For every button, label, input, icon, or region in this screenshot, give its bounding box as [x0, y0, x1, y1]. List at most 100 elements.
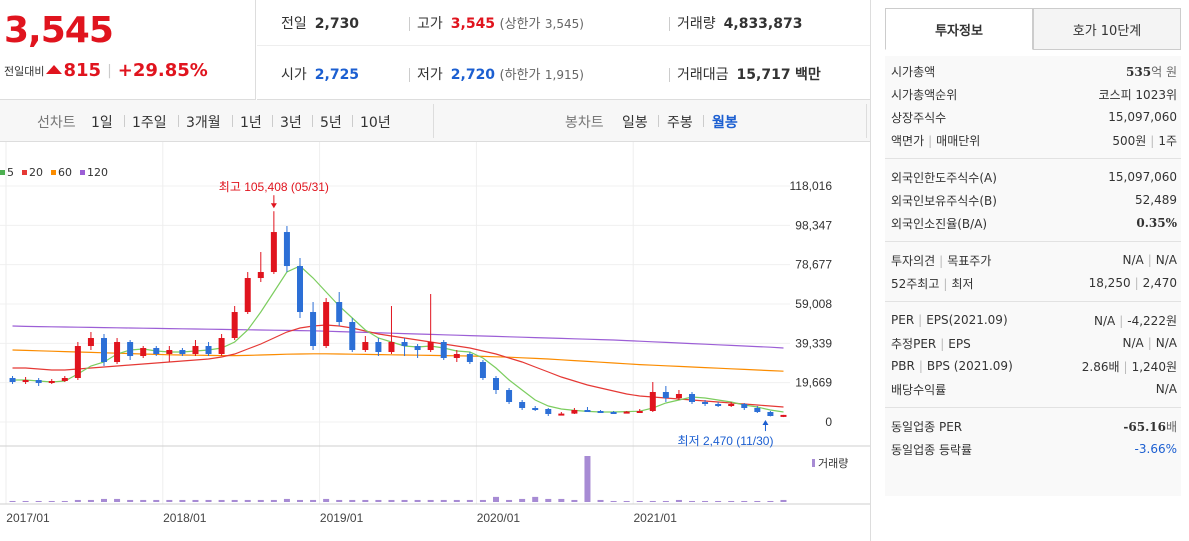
info-label: 외국인보유주식수(B) — [891, 193, 997, 208]
day-low: 저가 2,720 (하한가 1,915) — [417, 67, 584, 83]
info-value: -65.16배 — [1123, 418, 1177, 435]
candle-body — [597, 411, 604, 414]
volume-bar — [427, 499, 434, 502]
volume-bar — [244, 499, 251, 502]
range-1d[interactable]: 1일 — [91, 115, 113, 131]
volume-bar — [506, 499, 513, 502]
range-3m[interactable]: 3개월 — [186, 115, 221, 131]
info-sublabel: 최저 — [951, 276, 974, 291]
info-label: PER | EPS(2021.09) — [891, 313, 1008, 327]
info-label: 외국인소진율(B/A) — [891, 216, 988, 231]
candle-body — [231, 312, 238, 339]
info-value: 18,250 | 2,470 — [1088, 276, 1177, 290]
candle-body — [702, 402, 709, 405]
y-tick-label: 78,677 — [795, 258, 832, 272]
range-5y[interactable]: 5년 — [320, 115, 342, 131]
candle-body — [440, 342, 447, 359]
info-row: 액면가 | 매매단위 500원 | 1주 — [885, 129, 1181, 151]
tab-investment-info[interactable]: 투자정보 — [885, 8, 1033, 50]
candle-weekly[interactable]: 주봉 — [667, 115, 693, 131]
candle-body — [349, 322, 356, 351]
volume-bar — [532, 496, 539, 502]
candle-body — [649, 392, 656, 412]
candle-body — [74, 346, 81, 379]
divider — [312, 115, 313, 127]
info-value: 코스피 1023위 — [1098, 87, 1177, 102]
candle-body — [571, 410, 578, 414]
y-tick-label: 0 — [825, 415, 832, 429]
divider: | — [918, 313, 923, 327]
x-tick-label: 2019/01 — [320, 511, 364, 525]
investment-panel: 투자정보 호가 10단계 시가총액 535억 원 시가총액순위 코스피 1023위 상장… — [870, 0, 1189, 541]
volume-bar — [349, 499, 356, 502]
legend-ma60: 60 — [51, 166, 72, 179]
info-label: 동일업종 등락률 — [891, 442, 973, 457]
divider — [658, 115, 659, 127]
range-3y[interactable]: 3년 — [280, 115, 302, 131]
range-1w[interactable]: 1주일 — [132, 115, 167, 131]
range-10y[interactable]: 10년 — [360, 115, 391, 131]
section-divider — [885, 407, 1181, 408]
info-sublabel: EPS(2021.09) — [926, 313, 1008, 327]
volume-bar — [610, 500, 617, 502]
info-value: 15,097,060 — [1108, 110, 1177, 124]
volume-bar — [479, 499, 486, 502]
info-value: N/A — [1155, 382, 1177, 396]
divider: | — [1123, 359, 1128, 374]
candle-body — [153, 348, 160, 355]
info-label: 52주최고 | 최저 — [891, 276, 974, 291]
y-tick-label: 39,339 — [795, 336, 832, 350]
volume-bar — [257, 499, 264, 502]
volume-bar — [140, 499, 147, 502]
legend-ma5: 5 — [0, 166, 14, 179]
range-1y[interactable]: 1년 — [240, 115, 262, 131]
volume-bar — [649, 500, 656, 502]
volume-bar — [192, 499, 199, 502]
volume-bar — [114, 498, 121, 502]
volume-bar — [401, 499, 408, 502]
volume-bar — [270, 499, 277, 502]
candle-body — [584, 410, 591, 413]
divider: | — [1134, 276, 1139, 290]
tab-order-book[interactable]: 호가 10단계 — [1033, 8, 1181, 50]
candle-body — [48, 381, 55, 384]
price-chart[interactable]: 118,016 98,347 78,677 59,008 39,339 19,669 0 20… — [0, 142, 870, 541]
info-sublabel: BPS (2021.09) — [926, 359, 1013, 373]
y-tick-label: 98,347 — [795, 218, 832, 232]
volume-bar — [74, 499, 81, 502]
chart-toolbar: 선차트 1일 1주일 3개월 1년 3년 5년 10년 봉차트 일봉 주봉 월봉 — [0, 100, 870, 142]
y-tick-label: 59,008 — [795, 297, 832, 311]
divider — [124, 115, 125, 127]
info-row: 추정PER | EPS N/A | N/A — [885, 332, 1181, 354]
volume-bar — [9, 500, 16, 502]
volume-bar — [61, 500, 68, 502]
info-value: 0.35% — [1136, 216, 1177, 230]
candle-daily[interactable]: 일봉 — [622, 115, 648, 131]
volume-bar — [597, 499, 604, 502]
info-row: PER | EPS(2021.09) N/A | -4,222원 — [885, 309, 1181, 331]
price-change: 전일대비 815 | +29.85% — [4, 60, 208, 81]
candle-monthly[interactable]: 월봉 — [712, 115, 738, 131]
candle-chart-label[interactable]: 봉차트 — [565, 115, 604, 131]
candle-body — [545, 409, 552, 415]
candle-body — [22, 380, 29, 383]
up-arrow-icon — [46, 65, 63, 74]
candle-body — [623, 411, 630, 414]
volume-bar — [466, 499, 473, 502]
trade-amount: 거래대금 15,717 백만 — [677, 67, 821, 83]
candle-body — [270, 232, 277, 273]
volume-bar — [362, 499, 369, 502]
line-chart-label[interactable]: 선차트 — [37, 115, 76, 131]
low-annotation: 최저 2,470 (11/30) — [678, 434, 774, 448]
volume-bar — [545, 498, 552, 502]
stats-row-1: 전일 2,730 고가 3,545 (상한가 3,545) 거래량 4,833,873 — [257, 0, 870, 46]
divider: | — [1147, 253, 1152, 267]
volume-bar — [702, 500, 709, 502]
divider — [669, 17, 670, 31]
candle-body — [689, 394, 695, 403]
x-tick-label: 2018/01 — [163, 511, 207, 525]
candle-body — [780, 414, 787, 417]
candle-body — [375, 342, 382, 353]
divider — [433, 104, 434, 138]
volume-bar — [675, 499, 682, 502]
